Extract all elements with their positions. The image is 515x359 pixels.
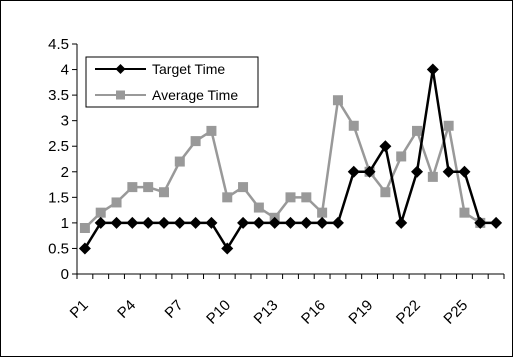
data-point — [426, 63, 439, 76]
data-point — [443, 120, 454, 131]
data-point — [221, 242, 234, 255]
data-point — [332, 95, 343, 106]
data-point — [253, 202, 264, 213]
legend-label-target: Target Time — [152, 61, 225, 77]
data-point — [238, 182, 249, 193]
data-point — [284, 216, 297, 229]
data-point — [142, 216, 155, 229]
data-point — [285, 192, 296, 203]
data-point — [347, 165, 360, 178]
data-point — [411, 165, 424, 178]
data-point — [95, 207, 106, 218]
data-point — [396, 151, 407, 162]
y-tick-label: 2 — [61, 164, 69, 181]
data-point — [110, 216, 123, 229]
legend-marker-target — [115, 64, 126, 74]
data-point — [380, 187, 391, 198]
y-tick-label: 3.5 — [48, 87, 69, 104]
series-layer — [78, 63, 503, 255]
data-point — [317, 207, 328, 218]
y-tick-label: 1.5 — [48, 189, 69, 206]
y-tick-label: 4 — [61, 62, 69, 79]
data-point — [442, 165, 455, 178]
data-point — [158, 187, 169, 198]
data-point — [79, 223, 90, 233]
legend-marker-average — [116, 90, 125, 100]
data-point — [348, 120, 359, 131]
data-point — [379, 140, 392, 153]
data-point — [78, 242, 91, 255]
y-tick-label: 0.5 — [48, 240, 69, 257]
data-point — [395, 216, 408, 229]
data-point — [143, 182, 154, 193]
data-point — [490, 216, 503, 229]
legend-label-average: Average Time — [152, 87, 238, 103]
data-point — [301, 192, 312, 203]
data-point — [206, 125, 217, 136]
y-tick-label: 4.5 — [48, 36, 69, 53]
data-point — [174, 156, 185, 167]
data-point — [412, 125, 423, 136]
series-target-time — [78, 63, 503, 255]
data-point — [474, 216, 487, 229]
data-point — [173, 216, 186, 229]
legend-box — [85, 56, 259, 108]
data-point — [126, 216, 139, 229]
data-point — [190, 136, 201, 147]
legend: Target Time Average Time — [85, 56, 259, 108]
data-point — [363, 165, 376, 178]
data-point — [316, 216, 329, 229]
data-point — [222, 192, 233, 203]
data-point — [237, 216, 250, 229]
data-point — [157, 216, 170, 229]
y-tick-label: 0 — [61, 266, 69, 283]
y-axis: 0 0.5 1 1.5 2 2.5 3 3.5 4 4.5 — [48, 36, 78, 283]
data-point — [458, 165, 471, 178]
y-tick-label: 3 — [61, 113, 69, 130]
data-point — [94, 216, 107, 229]
data-point — [427, 171, 438, 182]
y-tick-label: 2.5 — [48, 138, 69, 155]
data-point — [300, 216, 313, 229]
data-point — [189, 216, 202, 229]
data-point — [111, 197, 122, 208]
data-point — [331, 216, 344, 229]
data-point — [459, 207, 470, 218]
data-point — [252, 216, 265, 229]
data-point — [205, 216, 218, 229]
data-point — [268, 216, 281, 229]
data-point — [127, 182, 138, 193]
y-tick-label: 1 — [61, 215, 69, 232]
series-average-time — [79, 95, 486, 233]
